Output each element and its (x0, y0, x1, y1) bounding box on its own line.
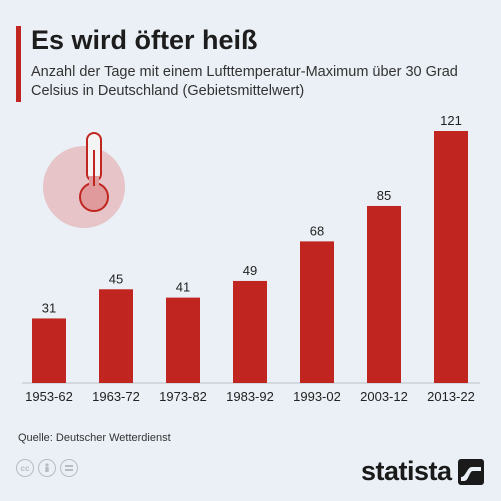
brand-name: statista (361, 456, 452, 486)
thermometer-icon (43, 132, 125, 228)
x-tick-label-1963-72: 1963-72 (92, 389, 140, 404)
bar-1973-82 (166, 297, 200, 383)
value-label-1973-82: 41 (176, 280, 190, 295)
chart-subtitle: Anzahl der Tage mit einem Lufttemperatur… (31, 64, 458, 99)
bar-1953-62 (32, 318, 66, 383)
value-label-1983-92: 49 (243, 263, 257, 278)
value-label-1953-62: 31 (42, 300, 56, 315)
x-tick-label-1983-92: 1983-92 (226, 389, 274, 404)
statista-logo[interactable]: statista (361, 456, 484, 487)
title-accent-bar (16, 26, 21, 102)
x-tick-label-1973-82: 1973-82 (159, 389, 207, 404)
statista-wave-icon (457, 458, 484, 485)
bar-2013-22 (434, 131, 468, 383)
x-tick-label-2013-22: 2013-22 (427, 389, 475, 404)
bar-1993-02 (300, 241, 334, 383)
x-tick-label-1993-02: 1993-02 (293, 389, 341, 404)
x-tick-label-1953-62: 1953-62 (25, 389, 73, 404)
bar-chart: 31 1953-62 45 1963-72 41 1973-82 49 1983-92 68 19… (22, 113, 480, 404)
bar-1983-92 (233, 280, 267, 383)
cc-icon[interactable]: cc (16, 459, 34, 477)
license-icons: cc (16, 459, 78, 477)
bar-2003-12 (367, 205, 401, 383)
person-icon[interactable] (38, 459, 56, 477)
value-label-1993-02: 68 (310, 223, 324, 238)
value-label-2013-22: 121 (440, 113, 462, 128)
source-note: Quelle: Deutscher Wetterdienst (18, 432, 171, 444)
value-label-1963-72: 45 (109, 271, 123, 286)
chart-title: Es wird öfter heiß (31, 25, 258, 55)
equals-icon[interactable] (60, 459, 78, 477)
x-tick-label-2003-12: 2003-12 (360, 389, 408, 404)
bar-1963-72 (99, 289, 133, 383)
value-label-2003-12: 85 (377, 188, 391, 203)
